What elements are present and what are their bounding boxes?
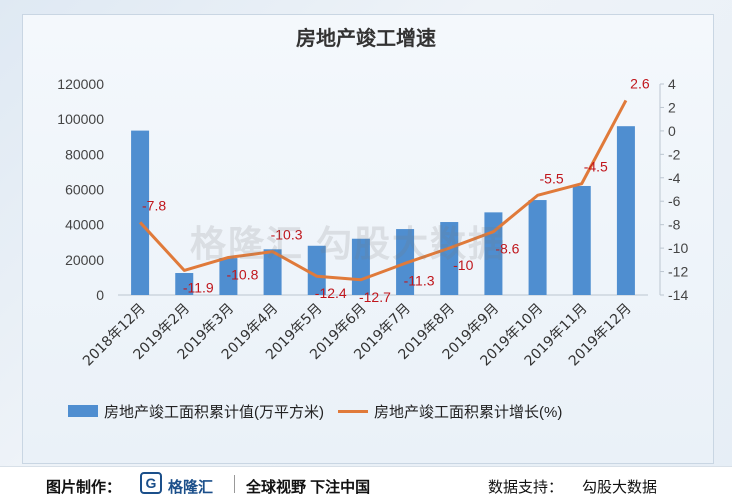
- line-data-label: -10.3: [271, 227, 303, 243]
- line-data-label: -4.5: [584, 159, 608, 175]
- legend-line-label: 房地产竣工面积累计增长(%): [374, 403, 563, 421]
- left-tick-label: 0: [96, 287, 104, 303]
- line-data-label: -10: [453, 257, 473, 273]
- bar: [131, 130, 150, 295]
- chart-title: 房地产竣工增速: [296, 26, 436, 50]
- footer-bar: 图片制作： G 格隆汇 全球视野 下注中国 数据支持： 勾股大数据: [0, 466, 732, 501]
- support-name: 勾股大数据: [582, 479, 658, 496]
- bar: [307, 245, 326, 295]
- footer-divider: [234, 475, 235, 493]
- bar: [263, 249, 282, 295]
- legend-line-swatch: [338, 409, 368, 413]
- line-data-label: -12.7: [359, 289, 391, 305]
- legend-bar-swatch: [68, 405, 98, 417]
- left-tick-label: 80000: [65, 146, 104, 162]
- bar: [175, 273, 194, 295]
- right-tick-label: 4: [668, 76, 676, 92]
- support-label: 数据支持：: [488, 479, 564, 496]
- right-tick-label: -8: [668, 217, 681, 233]
- right-tick-label: -12: [668, 264, 688, 280]
- right-tick-label: -10: [668, 240, 688, 256]
- legend-bar-label: 房地产竣工面积累计值(万平方米): [104, 403, 324, 421]
- right-tick-label: -4: [668, 170, 681, 186]
- logo-name: 格隆汇: [168, 479, 214, 496]
- bar: [351, 238, 370, 295]
- right-tick-label: -14: [668, 287, 688, 303]
- left-tick-label: 120000: [57, 76, 104, 92]
- line-data-label: 2.6: [630, 75, 650, 91]
- gelonghui-logo-icon: G: [140, 472, 162, 494]
- right-tick-label: 0: [668, 123, 676, 139]
- left-tick-label: 40000: [65, 217, 104, 233]
- line-data-label: -7.8: [142, 197, 166, 213]
- slogan: 全球视野 下注中国: [246, 479, 371, 496]
- line-data-label: -5.5: [540, 170, 564, 186]
- bar: [440, 222, 459, 295]
- bar: [219, 258, 238, 295]
- chart-legend: 房地产竣工面积累计值(万平方米) 房地产竣工面积累计增长(%): [68, 398, 708, 424]
- right-tick-label: 2: [668, 99, 676, 115]
- left-tick-label: 60000: [65, 182, 104, 198]
- growth-line: [138, 99, 628, 282]
- line-data-label: -11.3: [404, 272, 435, 288]
- line-data-label: -12.4: [315, 285, 347, 301]
- right-tick-label: -6: [668, 193, 681, 209]
- left-tick-label: 20000: [65, 252, 104, 268]
- left-tick-label: 100000: [57, 111, 104, 127]
- bar: [572, 185, 591, 295]
- line-data-label: -11.9: [183, 279, 214, 295]
- bar: [616, 126, 635, 295]
- line-data-label: -10.8: [226, 266, 258, 282]
- made-by-label: 图片制作：: [46, 479, 122, 496]
- bar: [528, 200, 547, 295]
- right-tick-label: -2: [668, 146, 681, 162]
- line-data-label: -8.6: [495, 241, 519, 257]
